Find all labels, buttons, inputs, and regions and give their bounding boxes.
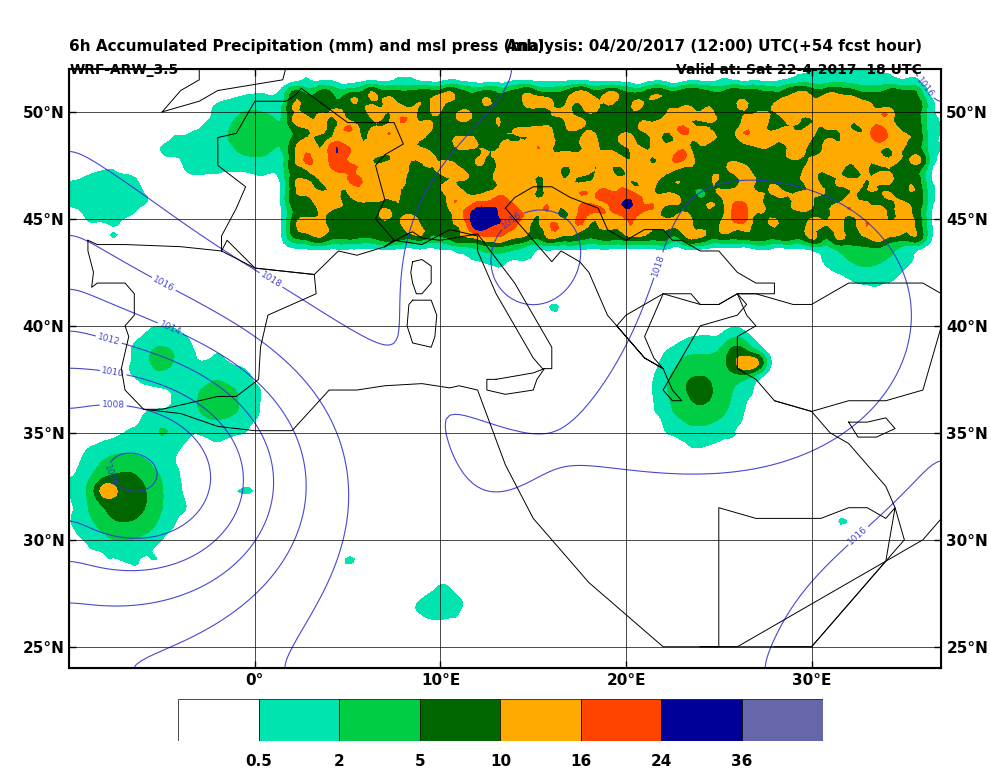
Text: 1010: 1010: [101, 366, 125, 379]
Text: 1018: 1018: [650, 253, 666, 277]
FancyBboxPatch shape: [259, 699, 339, 741]
Text: 10: 10: [490, 754, 511, 768]
Text: 1008: 1008: [101, 400, 125, 409]
Text: 16: 16: [571, 754, 592, 768]
Text: Analysis: 04/20/2017 (12:00) UTC(+54 fcst hour): Analysis: 04/20/2017 (12:00) UTC(+54 fcs…: [505, 38, 922, 54]
Text: 0.5: 0.5: [246, 754, 273, 768]
Text: 1012: 1012: [96, 332, 121, 347]
FancyBboxPatch shape: [178, 699, 259, 741]
Text: 1016: 1016: [152, 274, 176, 293]
Text: 1016: 1016: [500, 210, 524, 230]
FancyBboxPatch shape: [420, 699, 500, 741]
Text: 2: 2: [334, 754, 345, 768]
Text: 1006: 1006: [102, 464, 118, 488]
FancyBboxPatch shape: [500, 699, 581, 741]
Text: 6h Accumulated Precipitation (mm) and msl press (mb): 6h Accumulated Precipitation (mm) and ms…: [69, 38, 544, 54]
Text: 1016: 1016: [846, 525, 870, 547]
Text: 5: 5: [414, 754, 425, 768]
FancyBboxPatch shape: [662, 699, 742, 741]
Text: 1014: 1014: [158, 319, 182, 337]
Text: 1016: 1016: [914, 76, 936, 100]
Text: 1018: 1018: [259, 270, 283, 290]
FancyBboxPatch shape: [339, 699, 420, 741]
FancyBboxPatch shape: [581, 699, 662, 741]
Text: 24: 24: [651, 754, 672, 768]
Text: Valid at: Sat 22-4-2017  18 UTC: Valid at: Sat 22-4-2017 18 UTC: [676, 63, 922, 77]
Text: WRF-ARW_3.5: WRF-ARW_3.5: [69, 63, 178, 77]
Text: 36: 36: [731, 754, 753, 768]
FancyBboxPatch shape: [742, 699, 823, 741]
